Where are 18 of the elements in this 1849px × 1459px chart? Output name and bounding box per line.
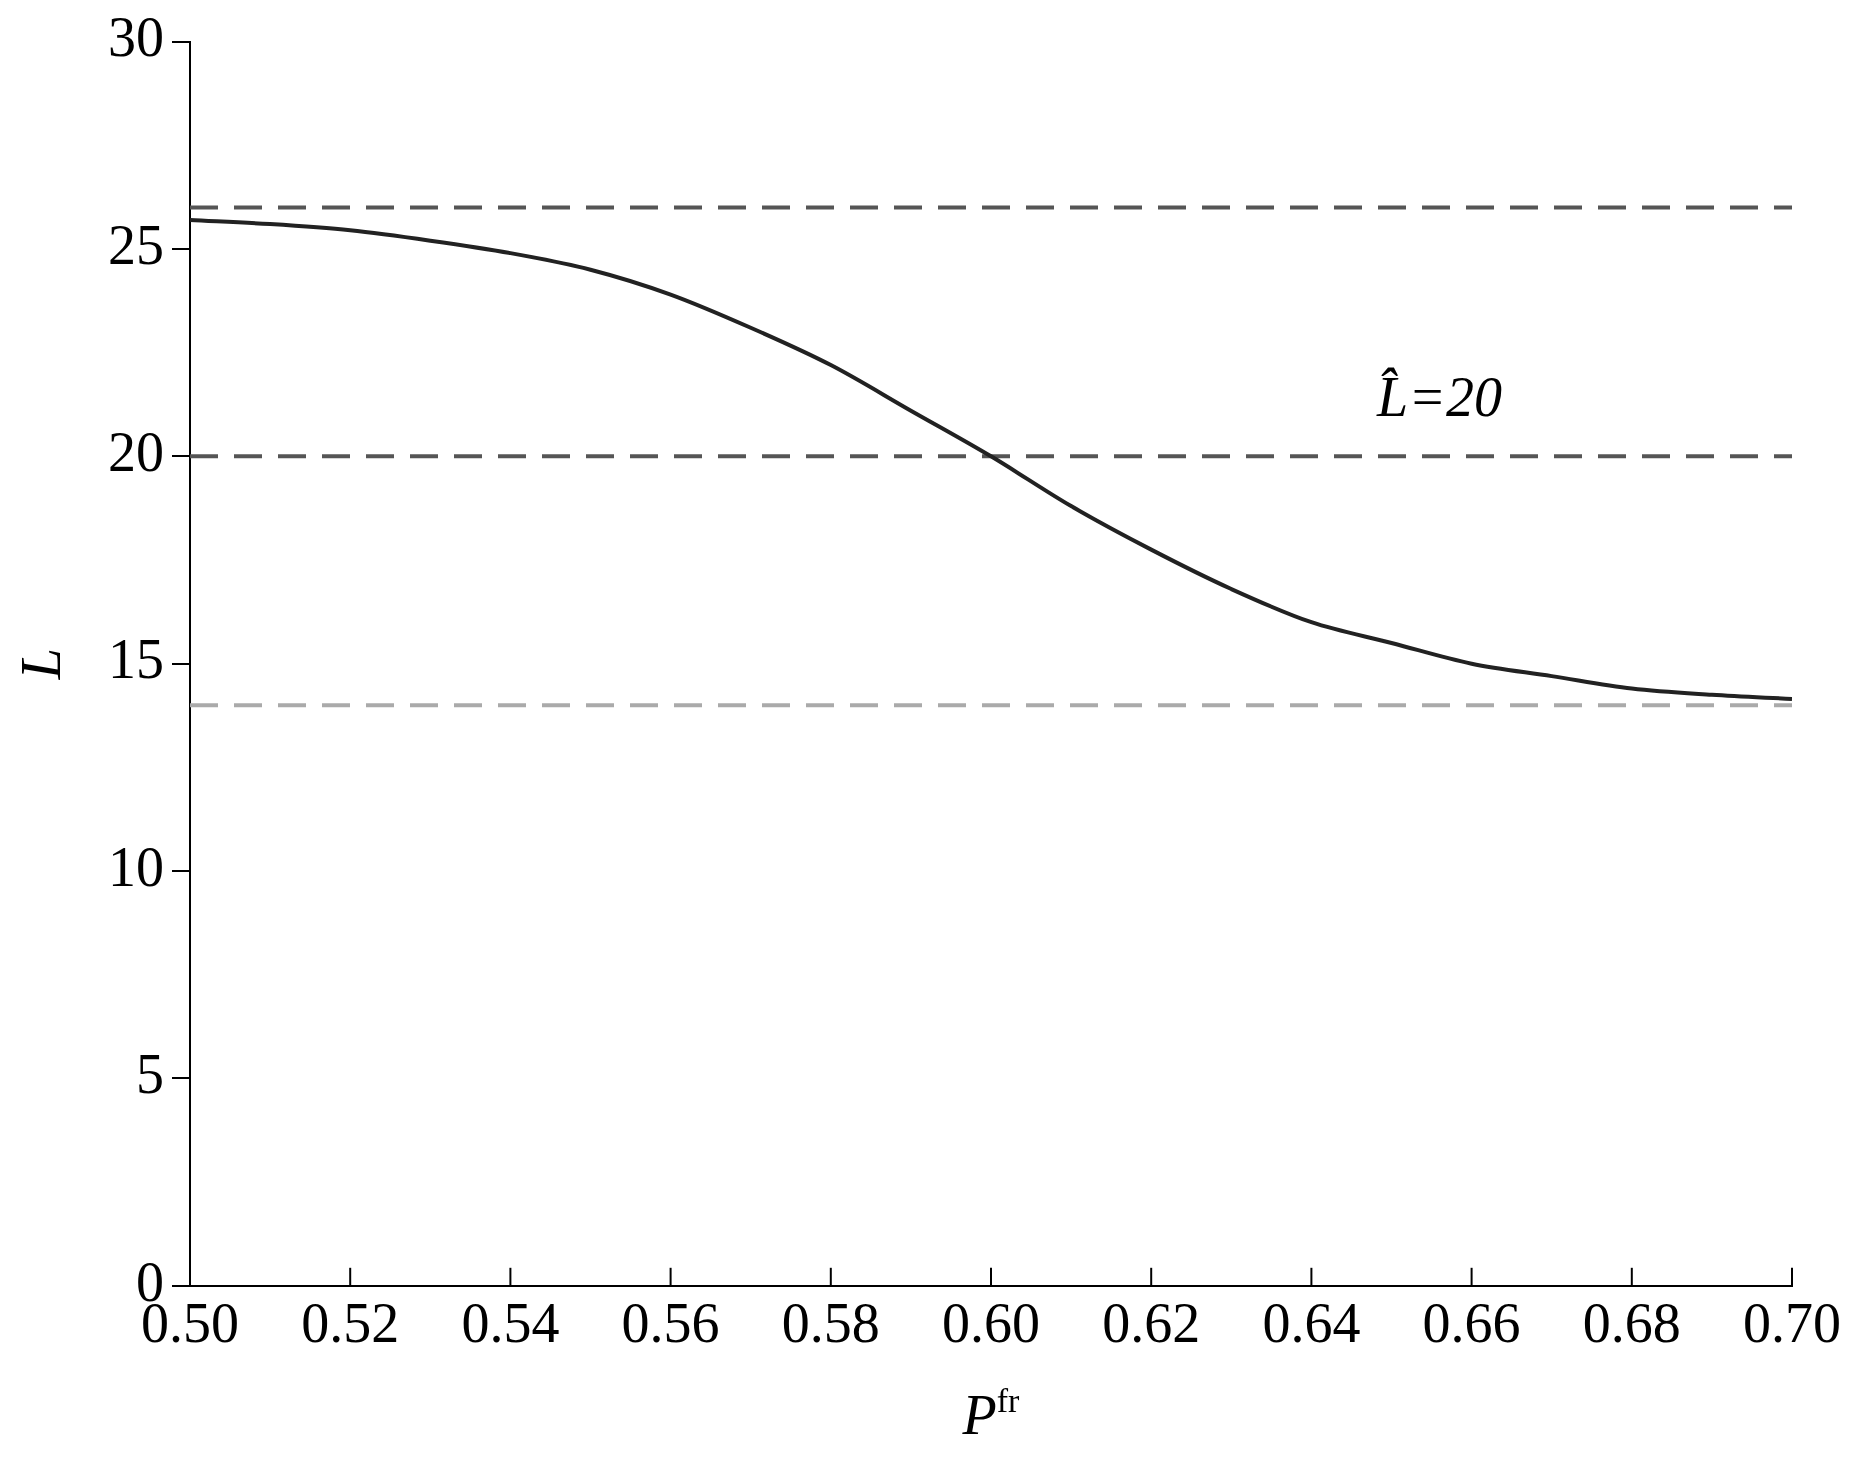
x-tick-label: 0.54	[461, 1292, 560, 1355]
x-tick-label: 0.60	[942, 1292, 1040, 1355]
y-tick-label: 10	[108, 835, 164, 898]
x-tick-label: 0.70	[1743, 1292, 1841, 1355]
y-axis-title: L	[10, 648, 72, 681]
x-tick-label: 0.66	[1422, 1292, 1521, 1355]
y-tick-label: 15	[108, 628, 164, 691]
x-tick-label: 0.52	[301, 1292, 400, 1355]
ref-line-label: L̂=20	[1376, 366, 1503, 429]
y-tick-label: 20	[108, 421, 164, 484]
x-tick-label: 0.64	[1262, 1292, 1361, 1355]
y-tick-label: 30	[108, 6, 164, 69]
x-tick-label: 0.58	[781, 1292, 880, 1355]
y-tick-label: 5	[136, 1043, 164, 1106]
y-tick-label: 25	[108, 213, 164, 276]
x-tick-label: 0.62	[1102, 1292, 1201, 1355]
x-tick-label: 0.68	[1582, 1292, 1681, 1355]
x-tick-label: 0.56	[621, 1292, 720, 1355]
